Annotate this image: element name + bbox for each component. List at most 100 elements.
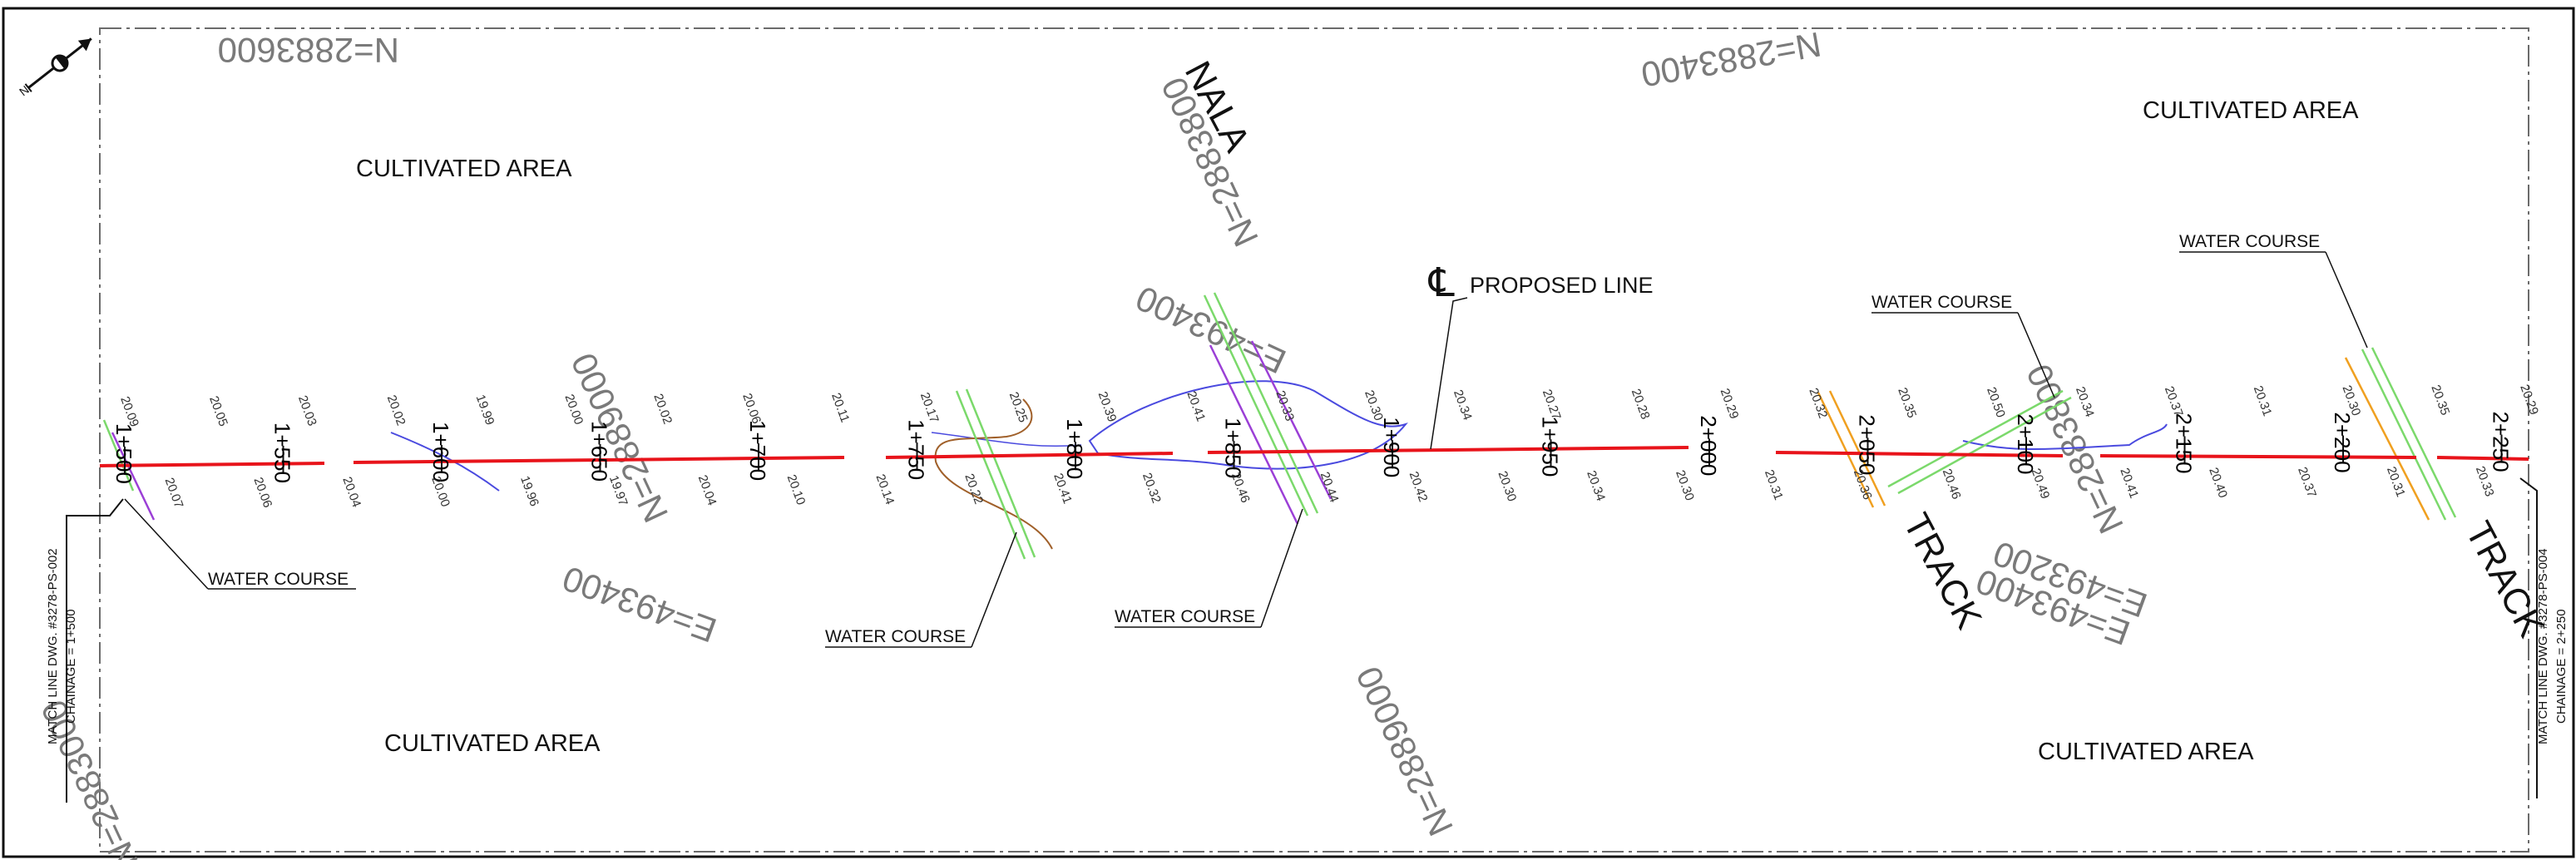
chainage-label: 1+600	[428, 422, 453, 482]
elevation-label: 20.02	[650, 392, 675, 426]
nala-outline	[1088, 380, 1408, 470]
plan-boundary	[99, 27, 2529, 853]
elevation-label: 20.07	[162, 476, 186, 510]
elevation-label: 20.32	[1140, 471, 1164, 505]
contour-line	[111, 432, 156, 521]
track-lines	[1817, 357, 2430, 521]
grid-label: N=2883400	[1639, 24, 1824, 94]
contour-line	[1962, 423, 2168, 450]
sheet-frame	[2, 7, 2575, 858]
elevation-label: 20.03	[295, 393, 319, 428]
elevation-label: 20.42	[1407, 470, 1431, 504]
match-line-left-line2: CHAINAGE = 1+500	[64, 609, 78, 724]
leader-line	[1430, 297, 1468, 450]
match-line-right-line2: CHAINAGE = 2+250	[2554, 609, 2569, 724]
elevation-label: 20.50	[1984, 385, 2008, 419]
elevation-label: 20.30	[1673, 468, 1697, 502]
area-label-cultivated: CULTIVATED AREA	[356, 156, 572, 182]
elevation-label: 20.22	[962, 472, 986, 506]
chainage-label: 2+150	[2172, 413, 2197, 473]
contour-line	[1250, 340, 1332, 500]
elevation-label: 20.34	[1584, 469, 1608, 503]
elevation-label: 20.37	[2295, 465, 2319, 499]
elevation-label: 20.44	[1318, 470, 1342, 504]
match-line-left-line1: MATCH LINE DWG. #3278-PS-002	[46, 548, 60, 744]
match-line-right-line1: MATCH LINE DWG. #3278-PS-004	[2536, 548, 2550, 744]
grid-label: E=493400	[1130, 279, 1292, 382]
water-course-label: WATER COURSE	[825, 627, 966, 646]
water-course-label: WATER COURSE	[208, 570, 349, 589]
elevation-label: 20.28	[1629, 387, 1653, 421]
water-course-label: WATER COURSE	[1115, 607, 1255, 626]
area-label-cultivated: CULTIVATED AREA	[2038, 739, 2254, 765]
grid-label: N=2883600	[218, 31, 399, 70]
water-course-label: WATER COURSE	[2179, 232, 2320, 251]
chainage-ticks	[124, 434, 2503, 475]
elevation-label: 19.99	[473, 393, 497, 427]
chainage-label: 1+800	[1062, 418, 1087, 479]
grid-label: E=493400	[557, 559, 721, 650]
water-course-lines	[102, 292, 2457, 560]
elevation-label: 20.46	[1229, 471, 1253, 505]
track-label: TRACK	[1896, 507, 1990, 635]
elevation-label: 20.46	[1940, 467, 1964, 501]
elevation-label: 20.33	[1273, 388, 1297, 423]
elevation-label: 20.05	[206, 394, 230, 428]
elevation-label: 20.04	[339, 475, 363, 509]
chainage-label: 1+750	[904, 419, 929, 480]
chainage-label: 1+650	[587, 421, 612, 482]
elevation-label: 20.04	[695, 473, 719, 507]
elevation-label: 20.11	[828, 391, 852, 424]
chainage-label: 1+500	[111, 423, 136, 484]
chainage-label: 1+850	[1221, 418, 1246, 478]
elevation-label: 20.02	[384, 393, 408, 428]
chainage-label: 1+950	[1538, 416, 1563, 477]
elevation-label: 20.06	[739, 392, 764, 426]
match-line-left	[66, 498, 124, 803]
contour-line	[931, 432, 1082, 447]
chainage-label: 1+550	[270, 423, 295, 483]
elevation-label: 20.30	[1495, 469, 1519, 503]
grid-coordinate-labels: N=2883600 N=2883400 N=2883800 N=2883800 …	[33, 24, 2152, 860]
chainage-label: 2+250	[2489, 412, 2514, 472]
elevation-label: 20.35	[2428, 383, 2452, 418]
match-line-right	[2519, 477, 2538, 798]
leader-line	[1260, 508, 1303, 628]
elevation-label: 20.37	[2162, 384, 2186, 418]
elevation-label: 20.14	[873, 472, 897, 507]
contour-line	[934, 398, 1053, 550]
chainage-label: 2+000	[1696, 415, 1721, 476]
chainage-label: 1+900	[1379, 417, 1404, 477]
contour-line	[390, 432, 500, 492]
grid-label: N=2889000	[1348, 660, 1461, 842]
chainage-label: 2+100	[2013, 413, 2038, 474]
elevation-label: 19.96	[517, 474, 541, 508]
area-label-cultivated: CULTIVATED AREA	[2143, 97, 2359, 124]
elevation-label: 20.32	[1806, 386, 1830, 420]
elevation-label: 20.29	[2517, 383, 2541, 417]
elevation-label: 20.40	[2206, 466, 2230, 500]
north-arrow-icon	[24, 37, 92, 92]
elevation-label: 20.30	[1362, 388, 1386, 423]
proposed-line-label: PROPOSED LINE	[1470, 273, 1654, 298]
chainage-labels: 1+500 1+550 1+600 1+650 1+700 1+750 1+800 1+850…	[111, 412, 2514, 484]
north-arrow-letter: N	[17, 83, 32, 99]
elevation-label: 20.39	[1095, 390, 1120, 424]
leader-line	[2017, 312, 2055, 398]
chainage-label: 2+200	[2330, 413, 2355, 473]
elevation-label: 20.41	[2117, 466, 2141, 500]
contour-line	[1209, 344, 1299, 525]
chainage-label: 2+050	[1855, 414, 1880, 475]
elevation-label: 20.31	[2251, 384, 2275, 418]
water-course-label: WATER COURSE	[1871, 293, 2012, 312]
centerline-symbol: ℄	[1428, 261, 1455, 305]
leader-line	[2325, 251, 2368, 348]
elevation-label: 20.10	[784, 472, 808, 507]
elevation-label: 20.49	[2029, 467, 2053, 501]
chainage-label: 1+700	[745, 420, 770, 481]
elevation-label: 20.35	[1895, 386, 1919, 420]
elevation-label: 20.25	[1006, 390, 1031, 424]
leader-line	[124, 498, 209, 590]
elevation-label: 20.41	[1184, 389, 1208, 423]
